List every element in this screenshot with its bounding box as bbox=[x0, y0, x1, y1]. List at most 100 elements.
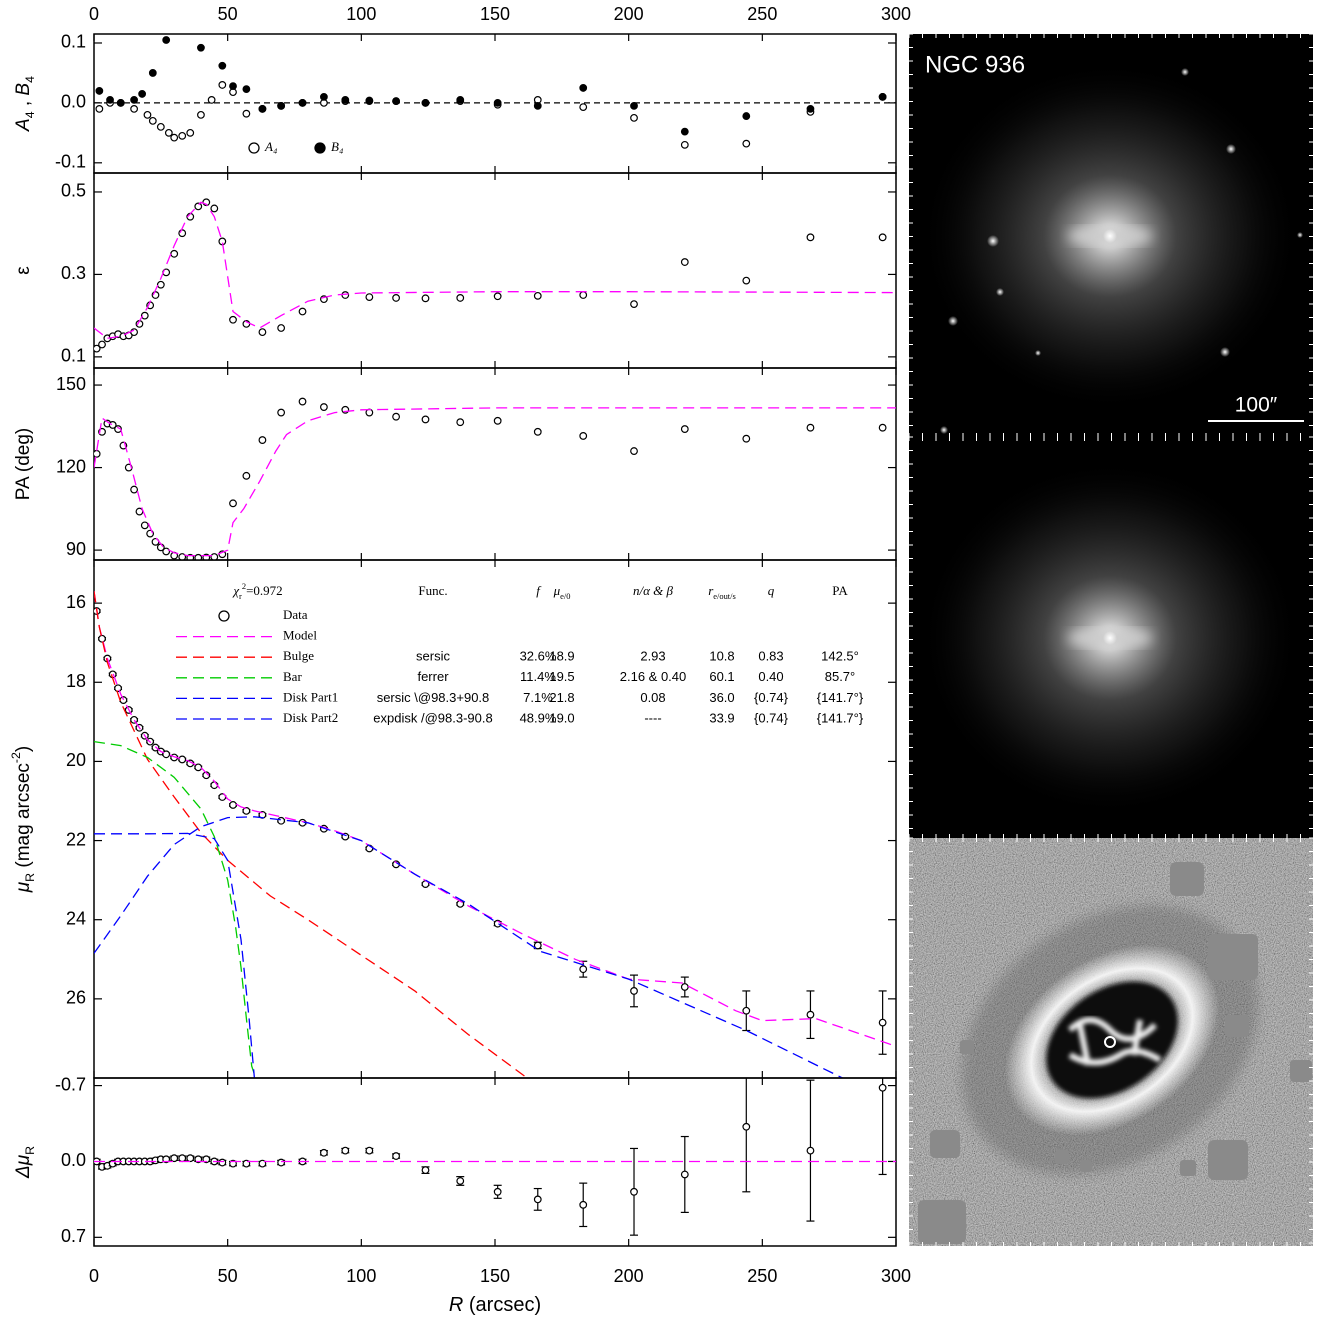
data-point bbox=[218, 81, 227, 89]
y-tick-label: 0.3 bbox=[61, 263, 86, 283]
data-point bbox=[108, 421, 117, 429]
panel: 0.1 0.3 0.5 ε bbox=[13, 172, 897, 369]
residual-image bbox=[909, 838, 1313, 1246]
star bbox=[996, 288, 1004, 296]
data-point bbox=[162, 36, 171, 44]
data-point bbox=[579, 432, 588, 440]
x-tick-label: 250 bbox=[747, 4, 777, 24]
data-point bbox=[878, 1083, 887, 1092]
data-point bbox=[207, 96, 216, 104]
table-cell: 32.6% bbox=[520, 649, 557, 664]
table-header: f bbox=[536, 583, 542, 598]
legend-label: Bar bbox=[283, 669, 302, 684]
data-point bbox=[806, 1146, 815, 1155]
text-part: ε bbox=[13, 266, 34, 275]
text-part: R bbox=[23, 1146, 37, 1155]
data-point bbox=[258, 104, 267, 113]
data-point bbox=[258, 328, 267, 337]
legend-label: Disk Part2 bbox=[283, 710, 338, 725]
table-cell: 2.93 bbox=[640, 649, 665, 664]
data-point bbox=[533, 1195, 542, 1204]
data-point bbox=[456, 96, 465, 104]
data-point bbox=[156, 122, 165, 131]
table-header: q bbox=[768, 583, 775, 598]
text-part: e/0 bbox=[560, 591, 570, 601]
mask bbox=[918, 1200, 966, 1244]
galaxy-name: NGC 936 bbox=[925, 51, 1025, 78]
text-part: q bbox=[768, 583, 775, 598]
table-header: PA bbox=[832, 583, 848, 598]
data-point bbox=[148, 116, 157, 125]
data-point bbox=[229, 315, 237, 324]
data-point bbox=[197, 43, 205, 52]
data-point bbox=[130, 96, 139, 104]
y-tick-label: 18 bbox=[66, 671, 86, 691]
text-part: -2 bbox=[9, 752, 23, 763]
data-point bbox=[680, 425, 689, 433]
data-point bbox=[229, 801, 237, 809]
text-part: μ bbox=[553, 583, 561, 598]
data-point bbox=[392, 412, 400, 421]
table-cell: 2.16 & 0.40 bbox=[620, 669, 687, 684]
star bbox=[1181, 68, 1189, 76]
y-axis-label: μR (mag arcsec-2) bbox=[9, 746, 37, 893]
data-point bbox=[392, 97, 400, 106]
data-point bbox=[298, 397, 307, 406]
data-point bbox=[878, 233, 887, 242]
data-point bbox=[806, 423, 815, 432]
data-point bbox=[742, 112, 751, 120]
data-point bbox=[138, 90, 147, 98]
text-part: r bbox=[708, 583, 714, 598]
data-point bbox=[392, 1152, 400, 1160]
data-point bbox=[579, 84, 588, 92]
model-line bbox=[94, 407, 896, 557]
mask bbox=[1208, 934, 1258, 980]
data-point bbox=[116, 99, 125, 107]
x-tick-label: 50 bbox=[218, 1266, 238, 1286]
data-point bbox=[178, 755, 187, 764]
data-point bbox=[742, 276, 751, 285]
observed-image: NGC 936 100″ bbox=[909, 34, 1313, 437]
x-tick-label: 250 bbox=[747, 1266, 777, 1286]
data-point bbox=[242, 806, 251, 815]
y-tick-label: 0.0 bbox=[61, 1150, 86, 1170]
data-point bbox=[202, 771, 211, 780]
data-point bbox=[130, 485, 139, 494]
star bbox=[987, 235, 999, 247]
y-tick-label: -0.1 bbox=[55, 152, 86, 172]
text-part: B bbox=[13, 83, 34, 96]
text-part: n/α & β bbox=[633, 583, 674, 598]
panel-frame bbox=[93, 172, 897, 369]
table-cell: ---- bbox=[644, 710, 661, 725]
data-point bbox=[806, 104, 815, 113]
data-point bbox=[194, 553, 203, 560]
table-cell: 18.9 bbox=[549, 649, 574, 664]
data-point bbox=[277, 101, 286, 110]
text-part: 4 bbox=[23, 111, 37, 118]
y-tick-label: 20 bbox=[66, 750, 86, 770]
y-tick-label: 16 bbox=[66, 592, 86, 612]
model-line bbox=[94, 816, 843, 1078]
data-point bbox=[630, 1187, 638, 1196]
data-point bbox=[162, 750, 171, 759]
data-point bbox=[94, 344, 101, 353]
data-point bbox=[277, 324, 286, 332]
x-tick-label: 50 bbox=[218, 4, 238, 24]
data-point bbox=[365, 96, 374, 105]
text-part: f bbox=[536, 583, 542, 598]
table-cell: 85.7° bbox=[825, 669, 856, 684]
y-tick-label: -0.7 bbox=[55, 1074, 86, 1094]
star bbox=[1035, 350, 1041, 356]
data-point bbox=[143, 110, 152, 119]
data-point bbox=[119, 696, 128, 704]
data-point bbox=[164, 128, 173, 137]
mask bbox=[960, 1040, 974, 1054]
text-part: =0.972 bbox=[246, 583, 283, 598]
plot-area bbox=[94, 198, 896, 353]
y-tick-label: 24 bbox=[66, 908, 86, 928]
data-point bbox=[365, 293, 374, 301]
